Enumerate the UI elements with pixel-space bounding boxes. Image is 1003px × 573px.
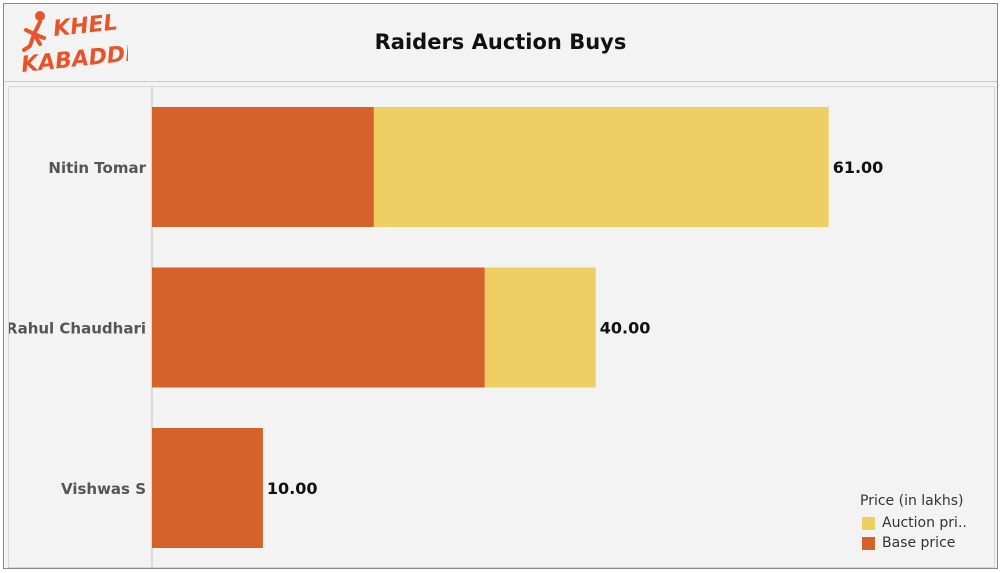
total-label: 40.00 [600, 319, 651, 338]
bar-chart: Nitin Tomar 61.00 Rahul Chaudhari 40.00 Vish… [6, 87, 884, 567]
legend-label-auction: Auction pri.. [882, 515, 967, 531]
category-label: Nitin Tomar [48, 159, 146, 177]
chart-frame: KHEL KABADDI Raiders Auction Buys Nitin … [3, 3, 998, 569]
total-label: 10.00 [267, 479, 318, 498]
bar-segment-base [152, 428, 263, 548]
bar-segment-base [152, 107, 374, 227]
bar-segment-auction [373, 107, 829, 227]
legend-swatch-auction [862, 516, 875, 530]
khel-kabaddi-logo: KHEL KABADDI [20, 10, 128, 78]
total-label: 61.00 [833, 158, 884, 177]
legend-title: Price (in lakhs) [860, 493, 964, 509]
legend-item-base[interactable]: Base price [862, 535, 972, 551]
bar-segment-base [152, 267, 485, 388]
chart-title: Raiders Auction Buys [374, 30, 627, 54]
legend: Price (in lakhs) Auction pri.. Base pric… [860, 493, 972, 555]
legend-swatch-base [862, 536, 875, 550]
header: KHEL KABADDI Raiders Auction Buys [4, 4, 997, 82]
category-label: Vishwas S [61, 480, 146, 498]
bar-segment-auction [484, 267, 596, 388]
legend-label-base: Base price [882, 535, 956, 551]
plot-area: Nitin Tomar 61.00 Rahul Chaudhari 40.00 Vish… [6, 86, 995, 568]
category-label: Rahul Chaudhari [9, 320, 146, 338]
legend-item-auction[interactable]: Auction pri.. [862, 515, 972, 531]
